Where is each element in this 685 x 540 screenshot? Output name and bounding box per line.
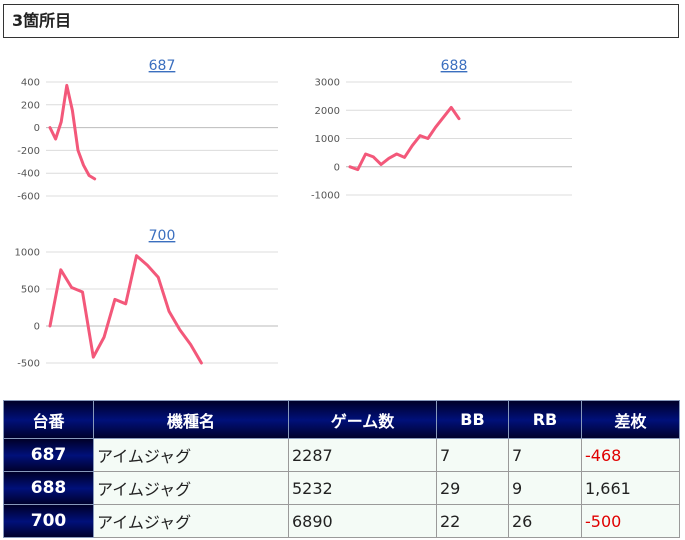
chart-title[interactable]: 687 xyxy=(149,58,176,74)
y-tick-label: 2000 xyxy=(315,106,340,117)
header-diff: 差枚 xyxy=(581,400,680,439)
y-tick-label: -200 xyxy=(17,146,40,157)
cell-rb: 9 xyxy=(508,471,582,505)
table-row: 700 アイムジャグ 6890 22 26 -500 xyxy=(3,504,680,538)
y-tick-label: 0 xyxy=(34,123,40,134)
cell-bb: 29 xyxy=(436,471,509,505)
table-row: 687 アイムジャグ 2287 7 7 -468 xyxy=(3,438,680,472)
series-line xyxy=(48,254,203,365)
y-tick-label: -400 xyxy=(17,169,40,180)
series-line xyxy=(348,105,461,172)
section-header: 3箇所目 xyxy=(3,4,679,38)
cell-bb: 7 xyxy=(436,438,509,472)
y-tick-label: 0 xyxy=(34,322,40,333)
y-tick-label: 3000 xyxy=(315,78,340,89)
cell-games: 6890 xyxy=(288,504,437,538)
cell-diff: -468 xyxy=(581,438,680,472)
cell-diff: -500 xyxy=(581,504,680,538)
header-bb: BB xyxy=(436,400,509,439)
cell-machine-no[interactable]: 687 xyxy=(3,438,94,472)
y-tick-label: 1000 xyxy=(315,134,340,145)
section-title: 3箇所目 xyxy=(12,11,72,30)
header-games: ゲーム数 xyxy=(288,400,437,439)
chart-title[interactable]: 700 xyxy=(149,228,176,244)
y-tick-label: 0 xyxy=(334,162,340,173)
y-tick-label: 400 xyxy=(21,78,40,89)
chart-688: 688 3000 2000 1000 0 -1000 xyxy=(311,58,572,202)
cell-machine-name: アイムジャグ xyxy=(93,438,289,472)
series-line xyxy=(48,83,97,181)
header-machine-name: 機種名 xyxy=(93,400,289,439)
chart-687: 687 400 200 0 -200 -400 -600 xyxy=(17,58,278,203)
cell-rb: 26 xyxy=(508,504,582,538)
header-machine-no: 台番 xyxy=(3,400,94,439)
table-header-row: 台番 機種名 ゲーム数 BB RB 差枚 xyxy=(3,400,680,439)
chart-title[interactable]: 688 xyxy=(441,58,468,74)
y-tick-label: 1000 xyxy=(15,248,40,259)
cell-machine-no[interactable]: 700 xyxy=(3,504,94,538)
cell-machine-no[interactable]: 688 xyxy=(3,471,94,505)
cell-rb: 7 xyxy=(508,438,582,472)
cell-games: 2287 xyxy=(288,438,437,472)
data-table: 台番 機種名 ゲーム数 BB RB 差枚 687 アイムジャグ 2287 7 7… xyxy=(3,400,680,538)
header-rb: RB xyxy=(508,400,582,439)
y-tick-label: 200 xyxy=(21,100,40,111)
y-tick-label: -600 xyxy=(17,192,40,203)
y-tick-label: -500 xyxy=(17,359,40,370)
y-tick-label: 500 xyxy=(21,285,40,296)
cell-machine-name: アイムジャグ xyxy=(93,504,289,538)
chart-700: 700 1000 500 0 -500 xyxy=(15,228,278,370)
cell-diff: 1,661 xyxy=(581,471,680,505)
table-row: 688 アイムジャグ 5232 29 9 1,661 xyxy=(3,471,680,505)
cell-bb: 22 xyxy=(436,504,509,538)
cell-games: 5232 xyxy=(288,471,437,505)
cell-machine-name: アイムジャグ xyxy=(93,471,289,505)
y-tick-label: -1000 xyxy=(311,191,340,202)
